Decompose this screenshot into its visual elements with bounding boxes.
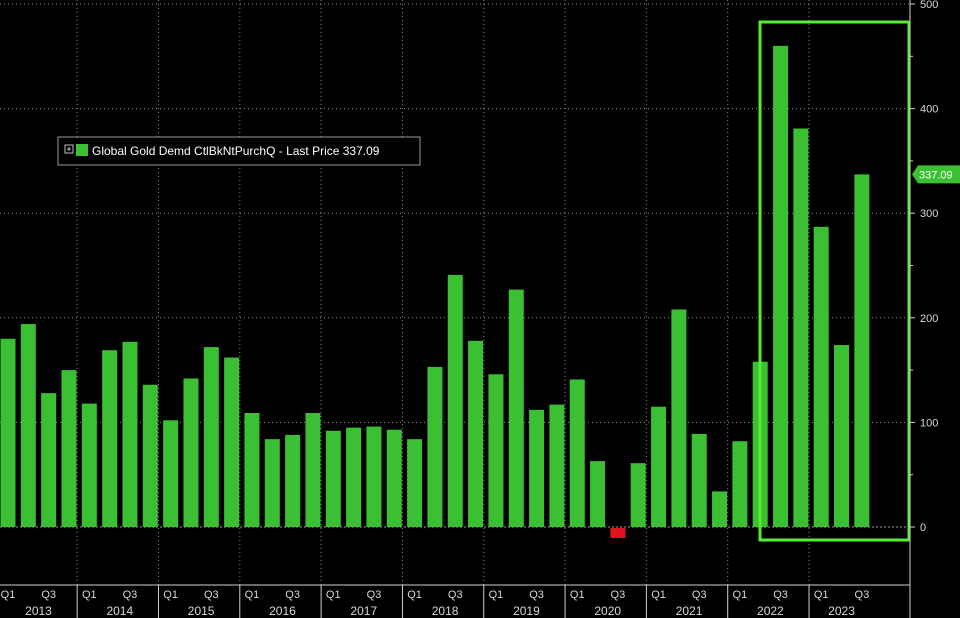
bar (549, 404, 565, 527)
y-axis: 0 100 200 300 400 500 (909, 0, 938, 585)
bar (122, 341, 138, 527)
expand-box-icon[interactable] (64, 144, 74, 154)
x-quarter-label: Q3 (448, 589, 463, 601)
x-year-label: 2021 (676, 604, 703, 618)
bar (264, 439, 280, 527)
x-quarter-label: Q3 (367, 589, 382, 601)
x-year-label: 2015 (188, 604, 215, 618)
x-quarter-label: Q3 (285, 589, 300, 601)
x-quarter-label: Q1 (407, 589, 422, 601)
bar (488, 374, 504, 527)
y-tick-label: 100 (920, 417, 938, 429)
bars (0, 45, 870, 538)
bar (793, 128, 809, 527)
bar (346, 427, 362, 527)
bar (427, 366, 443, 527)
x-quarter-label: Q1 (489, 589, 504, 601)
x-quarter-label: Q3 (529, 589, 544, 601)
bar (386, 429, 402, 527)
bar (305, 412, 321, 527)
x-quarter-label: Q3 (692, 589, 707, 601)
bar (183, 378, 199, 527)
bar (590, 461, 606, 527)
legend-label: Global Gold Demd CtlBkNtPurchQ - Last Pr… (92, 144, 380, 158)
legend[interactable]: Global Gold Demd CtlBkNtPurchQ - Last Pr… (57, 136, 421, 166)
bar (407, 439, 423, 527)
bar (671, 309, 687, 527)
x-year-label: 2014 (106, 604, 133, 618)
x-quarter-label: Q3 (204, 589, 219, 601)
bar (610, 528, 626, 538)
x-quarter-label: Q1 (245, 589, 260, 601)
x-quarter-label: Q1 (82, 589, 97, 601)
bar (61, 370, 77, 527)
y-tick-label: 200 (920, 313, 938, 325)
x-quarter-label: Q1 (570, 589, 585, 601)
last-price-marker (912, 165, 960, 184)
bar (813, 226, 829, 528)
bar (41, 393, 57, 527)
bar (834, 345, 850, 527)
bar (468, 340, 484, 527)
bar (447, 274, 463, 527)
x-quarter-label: Q3 (611, 589, 626, 601)
x-year-label: 2016 (269, 604, 296, 618)
bar (508, 289, 524, 527)
x-year-label: 2023 (828, 604, 855, 618)
bar (0, 338, 16, 527)
last-price-label: 337.09 (919, 169, 953, 181)
bar (630, 463, 646, 527)
bar (732, 441, 748, 527)
grid-lines (0, 0, 910, 585)
x-quarter-label: Q3 (123, 589, 138, 601)
bar (691, 433, 707, 527)
x-quarter-label: Q3 (855, 589, 870, 601)
x-quarter-label: Q1 (733, 589, 748, 601)
highlight-rect (758, 20, 911, 542)
bar (773, 45, 789, 528)
x-year-label: 2018 (432, 604, 459, 618)
highlight-box (758, 20, 911, 542)
bar (325, 430, 341, 527)
bar (20, 324, 36, 527)
y-tick-label: 500 (920, 0, 938, 11)
bar (854, 174, 870, 527)
last-price-tag: 337.09 (912, 165, 960, 184)
x-year-label: 2019 (513, 604, 540, 618)
x-quarter-label: Q1 (163, 589, 178, 601)
y-tick-label: 400 (920, 104, 938, 116)
bar (244, 412, 260, 527)
x-quarter-label: Q3 (773, 589, 788, 601)
x-axis: Q1 Q3 2013 Q1 Q3 2014 Q1 Q3 2015 Q1 Q3 2016 Q1 Q3 2017… (0, 584, 911, 618)
x-quarter-label: Q1 (1, 589, 16, 601)
bar (529, 409, 545, 527)
x-year-label: 2013 (25, 604, 52, 618)
legend-swatch (76, 144, 88, 156)
bar (651, 406, 667, 527)
bar (142, 384, 158, 527)
bar (102, 350, 118, 527)
bar (81, 403, 97, 527)
legend-box (57, 136, 421, 166)
x-year-label: 2020 (594, 604, 621, 618)
bar (569, 379, 585, 527)
bar (203, 347, 219, 527)
bar (224, 357, 240, 527)
x-year-label: 2022 (757, 604, 784, 618)
y-tick-label: 0 (920, 522, 926, 534)
bar (163, 420, 179, 527)
x-quarter-label: Q1 (651, 589, 666, 601)
x-year-label: 2017 (350, 604, 377, 618)
bar (712, 491, 728, 527)
x-quarter-label: Q1 (326, 589, 341, 601)
bar (285, 434, 301, 527)
y-tick-label: 300 (920, 208, 938, 220)
bar (366, 426, 382, 527)
x-quarter-label: Q1 (814, 589, 829, 601)
x-quarter-label: Q3 (41, 589, 56, 601)
